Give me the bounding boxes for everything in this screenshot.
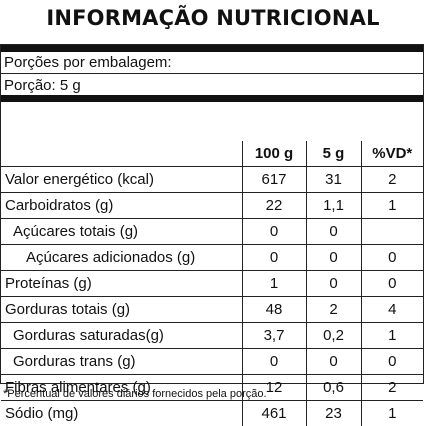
nutrient-label: Carboidratos (g) bbox=[1, 193, 242, 219]
value-per-100g: 0 bbox=[242, 245, 306, 271]
nutrient-label: Proteínas (g) bbox=[1, 271, 242, 297]
daily-value-percent: 0 bbox=[361, 349, 423, 375]
daily-value-percent: 0 bbox=[361, 271, 423, 297]
value-per-100g: 461 bbox=[242, 401, 306, 426]
header-daily-value: %VD* bbox=[361, 141, 423, 167]
nutrient-label: Sódio (mg) bbox=[1, 401, 242, 426]
value-per-100g: 0 bbox=[242, 219, 306, 245]
value-per-serving: 23 bbox=[306, 401, 361, 426]
value-per-serving: 31 bbox=[306, 167, 361, 193]
table-row: Açúcares totais (g) 0 0 bbox=[1, 219, 423, 245]
value-per-serving: 0,2 bbox=[306, 323, 361, 349]
value-per-100g: 22 bbox=[242, 193, 306, 219]
value-per-serving: 0,6 bbox=[306, 375, 361, 401]
daily-value-percent: 1 bbox=[361, 193, 423, 219]
daily-value-percent: 0 bbox=[361, 245, 423, 271]
daily-value-percent: 1 bbox=[361, 401, 423, 426]
nutrition-table: 100 g 5 g %VD* Valor energético (kcal) 6… bbox=[1, 141, 423, 426]
value-per-serving: 0 bbox=[306, 245, 361, 271]
header-nutrient bbox=[1, 141, 242, 167]
table-row: Gorduras saturadas(g) 3,7 0,2 1 bbox=[1, 323, 423, 349]
table-header-row: 100 g 5 g %VD* bbox=[1, 141, 423, 167]
table-row: Proteínas (g) 1 0 0 bbox=[1, 271, 423, 297]
table-row: Valor energético (kcal) 617 31 2 bbox=[1, 167, 423, 193]
value-per-serving: 2 bbox=[306, 297, 361, 323]
page-title: INFORMAÇÃO NUTRICIONAL bbox=[0, 6, 426, 30]
servings-per-package: Porções por embalagem: bbox=[4, 54, 172, 71]
nutrient-label: Gorduras totais (g) bbox=[1, 297, 242, 323]
value-per-100g: 1 bbox=[242, 271, 306, 297]
header-per-100g: 100 g bbox=[242, 141, 306, 167]
value-per-100g: 0 bbox=[242, 349, 306, 375]
value-per-serving: 1,1 bbox=[306, 193, 361, 219]
table-row: Carboidratos (g) 22 1,1 1 bbox=[1, 193, 423, 219]
divider bbox=[1, 73, 423, 74]
table-row: Sódio (mg) 461 23 1 bbox=[1, 401, 423, 426]
daily-value-percent: 2 bbox=[361, 375, 423, 401]
section-rule bbox=[1, 95, 423, 102]
nutrient-label: Gorduras saturadas(g) bbox=[1, 323, 242, 349]
value-per-100g: 48 bbox=[242, 297, 306, 323]
daily-value-percent: 2 bbox=[361, 167, 423, 193]
value-per-serving: 0 bbox=[306, 349, 361, 375]
value-per-serving: 0 bbox=[306, 219, 361, 245]
daily-value-percent: 1 bbox=[361, 323, 423, 349]
nutrient-label: Gorduras trans (g) bbox=[1, 349, 242, 375]
table-row: Gorduras totais (g) 48 2 4 bbox=[1, 297, 423, 323]
top-rule bbox=[1, 45, 423, 52]
header-per-serving: 5 g bbox=[306, 141, 361, 167]
table-row: Açúcares adicionados (g) 0 0 0 bbox=[1, 245, 423, 271]
value-per-serving: 0 bbox=[306, 271, 361, 297]
nutrient-label: Açúcares adicionados (g) bbox=[1, 245, 242, 271]
nutrient-label: Açúcares totais (g) bbox=[1, 219, 242, 245]
daily-value-percent: 4 bbox=[361, 297, 423, 323]
table-row: Gorduras trans (g) 0 0 0 bbox=[1, 349, 423, 375]
value-per-100g: 3,7 bbox=[242, 323, 306, 349]
nutrient-label: Valor energético (kcal) bbox=[1, 167, 242, 193]
footnote: *Percentual de valores diários fornecido… bbox=[3, 388, 267, 400]
nutrition-facts-panel: Porções por embalagem: Porção: 5 g 100 g… bbox=[0, 44, 424, 384]
value-per-100g: 617 bbox=[242, 167, 306, 193]
serving-size: Porção: 5 g bbox=[4, 77, 81, 94]
daily-value-percent bbox=[361, 219, 423, 245]
